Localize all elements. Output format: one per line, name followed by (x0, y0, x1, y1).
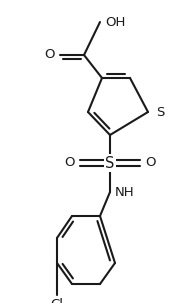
Text: NH: NH (115, 185, 135, 198)
Text: O: O (145, 157, 156, 169)
Text: OH: OH (105, 15, 125, 28)
Text: O: O (44, 48, 55, 62)
Text: S: S (156, 105, 164, 118)
Text: O: O (64, 157, 75, 169)
Text: S: S (105, 155, 115, 171)
Text: Cl: Cl (51, 298, 64, 303)
